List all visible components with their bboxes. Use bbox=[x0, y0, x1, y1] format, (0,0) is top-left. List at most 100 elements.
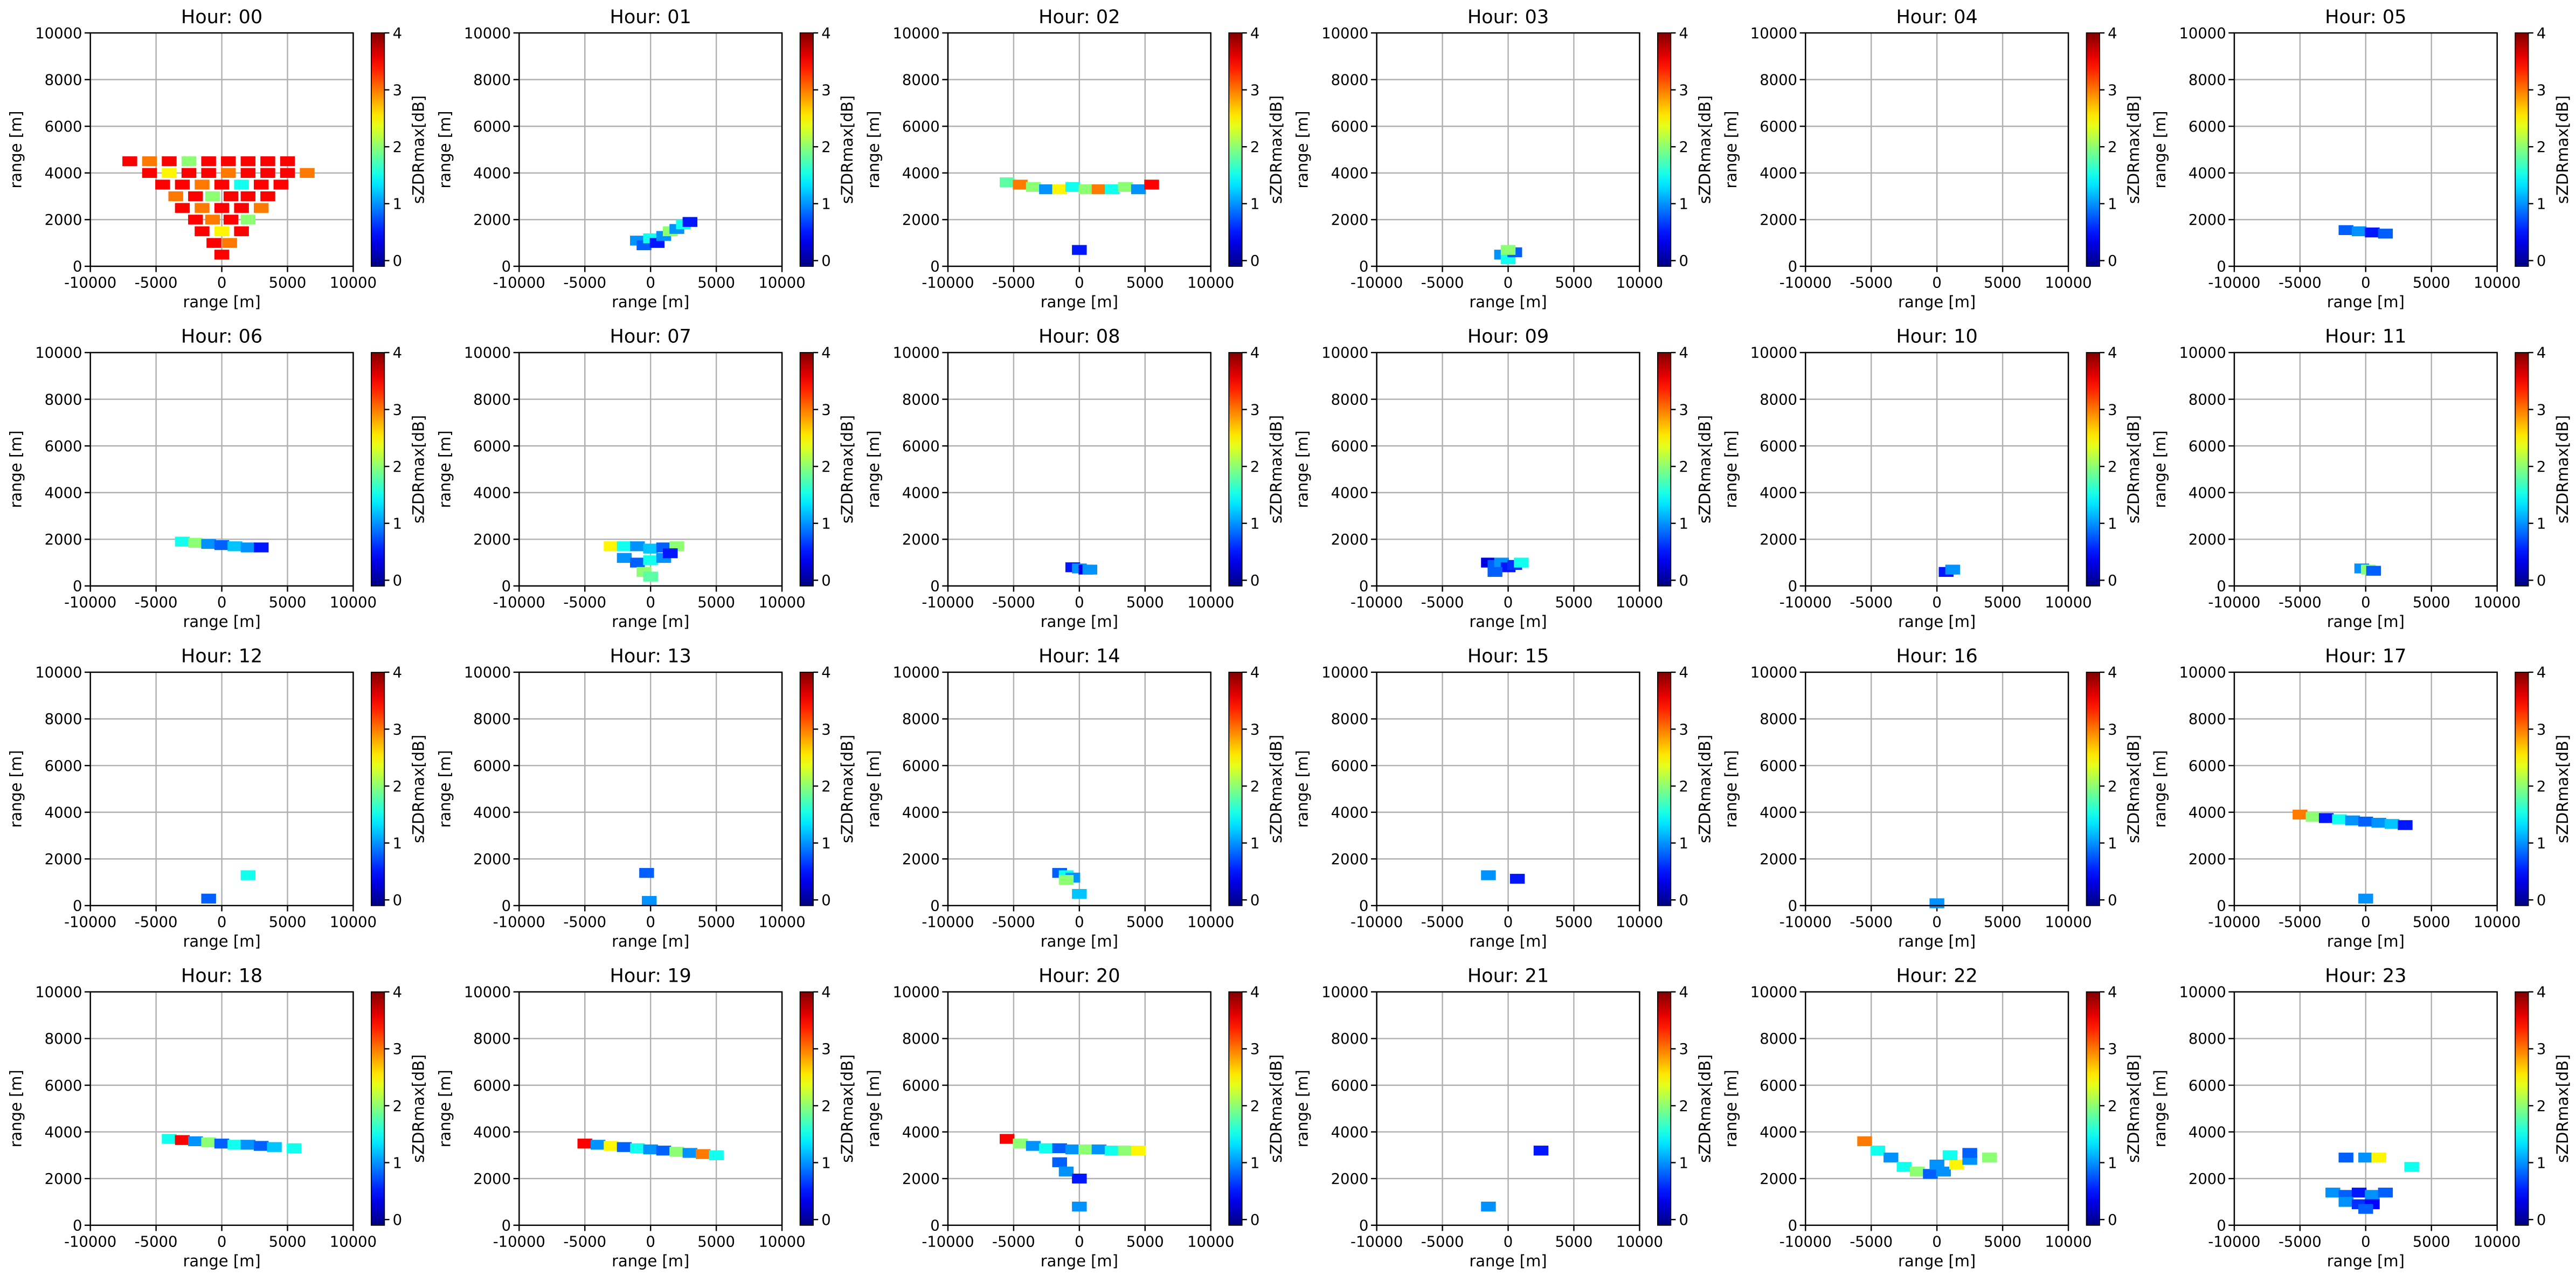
panel: Hour: 20 -10000 -5000 0 5000 10000 0 2000 4000 60… bbox=[864, 965, 1285, 1270]
colorbar-tick-label: 0 bbox=[1679, 1212, 1688, 1229]
x-tick-label: 10000 bbox=[1187, 275, 1234, 292]
colorbar-label: sZDRmax[dB] bbox=[838, 415, 856, 523]
panel-title: Hour: 12 bbox=[181, 645, 262, 667]
x-axis-label: range [m] bbox=[1469, 932, 1547, 950]
y-tick-label: 2000 bbox=[2189, 1171, 2226, 1188]
x-tick-label: -10000 bbox=[64, 595, 116, 611]
x-axis-label: range [m] bbox=[1041, 612, 1118, 631]
x-axis-label: range [m] bbox=[2327, 293, 2405, 311]
y-tick-label: 4000 bbox=[1760, 1124, 1797, 1141]
x-tick-label: -10000 bbox=[1779, 275, 1832, 292]
data-point bbox=[1131, 184, 1146, 195]
x-tick-label: 5000 bbox=[269, 595, 307, 611]
y-tick-label: 10000 bbox=[1321, 984, 1368, 1001]
y-tick-label: 4000 bbox=[902, 485, 940, 501]
colorbar-label: sZDRmax[dB] bbox=[1267, 1054, 1285, 1163]
colorbar-tick-label: 4 bbox=[1679, 25, 1688, 42]
x-tick-label: 5000 bbox=[269, 275, 307, 292]
data-point bbox=[1058, 875, 1074, 885]
colorbar-label: sZDRmax[dB] bbox=[1695, 95, 1714, 204]
y-tick-label: 2000 bbox=[1760, 212, 1797, 229]
colorbar-tick-label: 2 bbox=[1679, 139, 1688, 156]
data-point bbox=[214, 226, 230, 237]
colorbar-tick-label: 3 bbox=[1250, 721, 1259, 738]
colorbar-tick-label: 3 bbox=[1250, 82, 1259, 99]
y-tick-label: 6000 bbox=[2189, 438, 2226, 455]
plot-frame bbox=[947, 671, 1211, 907]
x-axis-label: range [m] bbox=[183, 293, 260, 311]
y-tick-label: 4000 bbox=[45, 804, 82, 821]
y-tick-label: 10000 bbox=[1750, 25, 1797, 42]
data-point bbox=[253, 203, 269, 213]
colorbar bbox=[371, 991, 385, 1226]
colorbar-tick-label: 1 bbox=[2108, 1155, 2117, 1171]
colorbar-tick-label: 2 bbox=[2108, 1098, 2117, 1115]
x-tick-label: 5000 bbox=[1126, 275, 1164, 292]
x-tick-label: 10000 bbox=[758, 914, 805, 931]
y-tick-label: 6000 bbox=[45, 438, 82, 455]
colorbar-label: sZDRmax[dB] bbox=[410, 95, 428, 204]
data-point bbox=[630, 557, 645, 568]
y-tick-label: 10000 bbox=[464, 25, 511, 42]
plot-frame bbox=[2233, 991, 2498, 1226]
y-tick-label: 6000 bbox=[1760, 438, 1797, 455]
colorbar-tick-label: 0 bbox=[1679, 892, 1688, 909]
y-tick-label: 10000 bbox=[35, 345, 82, 362]
y-axis-label: range [m] bbox=[7, 750, 25, 828]
data-point bbox=[240, 542, 256, 553]
data-point bbox=[1942, 1150, 1958, 1161]
colorbar-tick-label: 4 bbox=[2537, 345, 2546, 362]
data-point bbox=[1945, 564, 1961, 575]
x-axis-label: range [m] bbox=[612, 293, 689, 311]
colorbar-tick-label: 2 bbox=[821, 139, 830, 156]
colorbar-label: sZDRmax[dB] bbox=[1267, 95, 1285, 204]
y-tick-label: 0 bbox=[1788, 1217, 1797, 1234]
colorbar-tick-label: 4 bbox=[821, 984, 830, 1001]
x-tick-label: -10000 bbox=[1351, 914, 1403, 931]
data-point bbox=[1078, 1144, 1093, 1155]
plot-frame bbox=[1805, 671, 2069, 907]
panel-title: Hour: 13 bbox=[610, 645, 691, 667]
colorbar-tick-label: 2 bbox=[1679, 1098, 1688, 1115]
plot-frame bbox=[2233, 32, 2498, 267]
data-point bbox=[188, 191, 203, 202]
colorbar-tick-label: 4 bbox=[2108, 984, 2117, 1001]
x-tick-label: 0 bbox=[217, 914, 226, 931]
y-tick-label: 0 bbox=[2217, 259, 2226, 275]
y-tick-label: 8000 bbox=[902, 72, 940, 88]
y-tick-label: 8000 bbox=[1331, 72, 1369, 88]
y-tick-label: 6000 bbox=[45, 119, 82, 135]
x-tick-label: 5000 bbox=[1555, 914, 1593, 931]
y-tick-label: 8000 bbox=[902, 711, 940, 728]
colorbar-tick-label: 2 bbox=[2537, 139, 2546, 156]
y-axis-label: range [m] bbox=[2151, 111, 2169, 188]
x-tick-label: -10000 bbox=[922, 914, 974, 931]
data-point bbox=[1013, 1139, 1028, 1149]
colorbar bbox=[1228, 991, 1243, 1226]
x-tick-label: 0 bbox=[1932, 914, 1941, 931]
colorbar-tick-label: 1 bbox=[2537, 835, 2546, 852]
panel: Hour: 22 -10000 -5000 0 5000 10000 0 2000 4000 60… bbox=[1722, 965, 2143, 1270]
x-tick-label: 10000 bbox=[758, 275, 805, 292]
x-tick-label: -5000 bbox=[1850, 595, 1893, 611]
data-point bbox=[240, 168, 256, 178]
x-tick-label: -10000 bbox=[1351, 595, 1403, 611]
y-tick-label: 0 bbox=[1788, 578, 1797, 595]
data-point bbox=[1870, 1146, 1886, 1156]
data-point bbox=[188, 1136, 203, 1147]
data-point bbox=[2325, 1187, 2340, 1198]
data-point bbox=[214, 180, 230, 190]
data-point bbox=[227, 1140, 243, 1150]
colorbar bbox=[2086, 352, 2100, 587]
y-axis-label: range [m] bbox=[435, 430, 454, 508]
panel-title: Hour: 22 bbox=[1896, 965, 1977, 987]
data-point bbox=[273, 180, 289, 190]
data-point bbox=[214, 250, 230, 260]
data-point bbox=[2366, 566, 2381, 576]
data-point bbox=[201, 539, 216, 549]
colorbar-tick-label: 1 bbox=[393, 1155, 402, 1171]
colorbar-tick-label: 3 bbox=[2108, 1041, 2117, 1058]
colorbar-tick-label: 2 bbox=[821, 1098, 830, 1115]
y-tick-label: 0 bbox=[1788, 898, 1797, 915]
